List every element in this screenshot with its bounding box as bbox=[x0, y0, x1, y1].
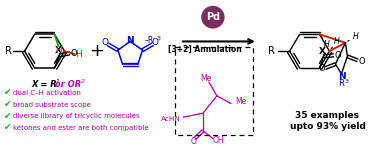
Text: ketones and ester are both compatible: ketones and ester are both compatible bbox=[12, 125, 148, 131]
Text: R: R bbox=[339, 79, 344, 88]
Text: +: + bbox=[89, 42, 104, 60]
Text: [3+2] Annulation: [3+2] Annulation bbox=[168, 45, 242, 54]
Text: H: H bbox=[75, 50, 82, 59]
Text: 1: 1 bbox=[56, 79, 59, 84]
Text: O: O bbox=[334, 51, 341, 60]
Text: AcHN: AcHN bbox=[161, 116, 181, 122]
Text: or OR: or OR bbox=[52, 80, 81, 89]
Text: O: O bbox=[358, 57, 365, 66]
Text: N: N bbox=[126, 36, 134, 45]
Text: X = R: X = R bbox=[32, 80, 57, 89]
Bar bbox=[175, 47, 253, 135]
Text: upto 93% yield: upto 93% yield bbox=[290, 122, 366, 131]
Text: N: N bbox=[338, 72, 345, 81]
Text: R: R bbox=[5, 46, 12, 56]
Text: H: H bbox=[353, 32, 358, 41]
Circle shape bbox=[202, 6, 224, 28]
Text: O: O bbox=[318, 64, 325, 74]
Text: O: O bbox=[70, 49, 77, 58]
Text: ✔: ✔ bbox=[4, 123, 11, 132]
Text: H: H bbox=[324, 40, 329, 49]
Text: O: O bbox=[101, 38, 108, 47]
Text: diverse library of tricyclic molecules: diverse library of tricyclic molecules bbox=[12, 113, 139, 119]
Text: H: H bbox=[55, 46, 62, 55]
Text: 3: 3 bbox=[156, 36, 160, 41]
Text: 2: 2 bbox=[81, 79, 85, 84]
Text: H: H bbox=[333, 37, 339, 46]
Text: O: O bbox=[152, 38, 159, 47]
Text: Me: Me bbox=[235, 97, 246, 106]
Text: Pd: Pd bbox=[206, 12, 220, 22]
Text: ✔: ✔ bbox=[4, 100, 11, 109]
Text: dual C–H activation: dual C–H activation bbox=[12, 90, 81, 96]
Text: ✔: ✔ bbox=[4, 112, 11, 121]
Text: R: R bbox=[268, 46, 275, 56]
Text: –R: –R bbox=[144, 36, 153, 45]
Text: O: O bbox=[191, 137, 197, 146]
Text: X: X bbox=[319, 47, 326, 56]
Text: OH: OH bbox=[213, 136, 225, 145]
Text: Me: Me bbox=[200, 74, 212, 83]
Text: broad substrate scope: broad substrate scope bbox=[12, 102, 90, 107]
Text: 3: 3 bbox=[344, 79, 349, 84]
Text: ✔: ✔ bbox=[4, 88, 11, 97]
Text: 35 examples: 35 examples bbox=[296, 111, 359, 120]
Text: X: X bbox=[55, 46, 62, 55]
